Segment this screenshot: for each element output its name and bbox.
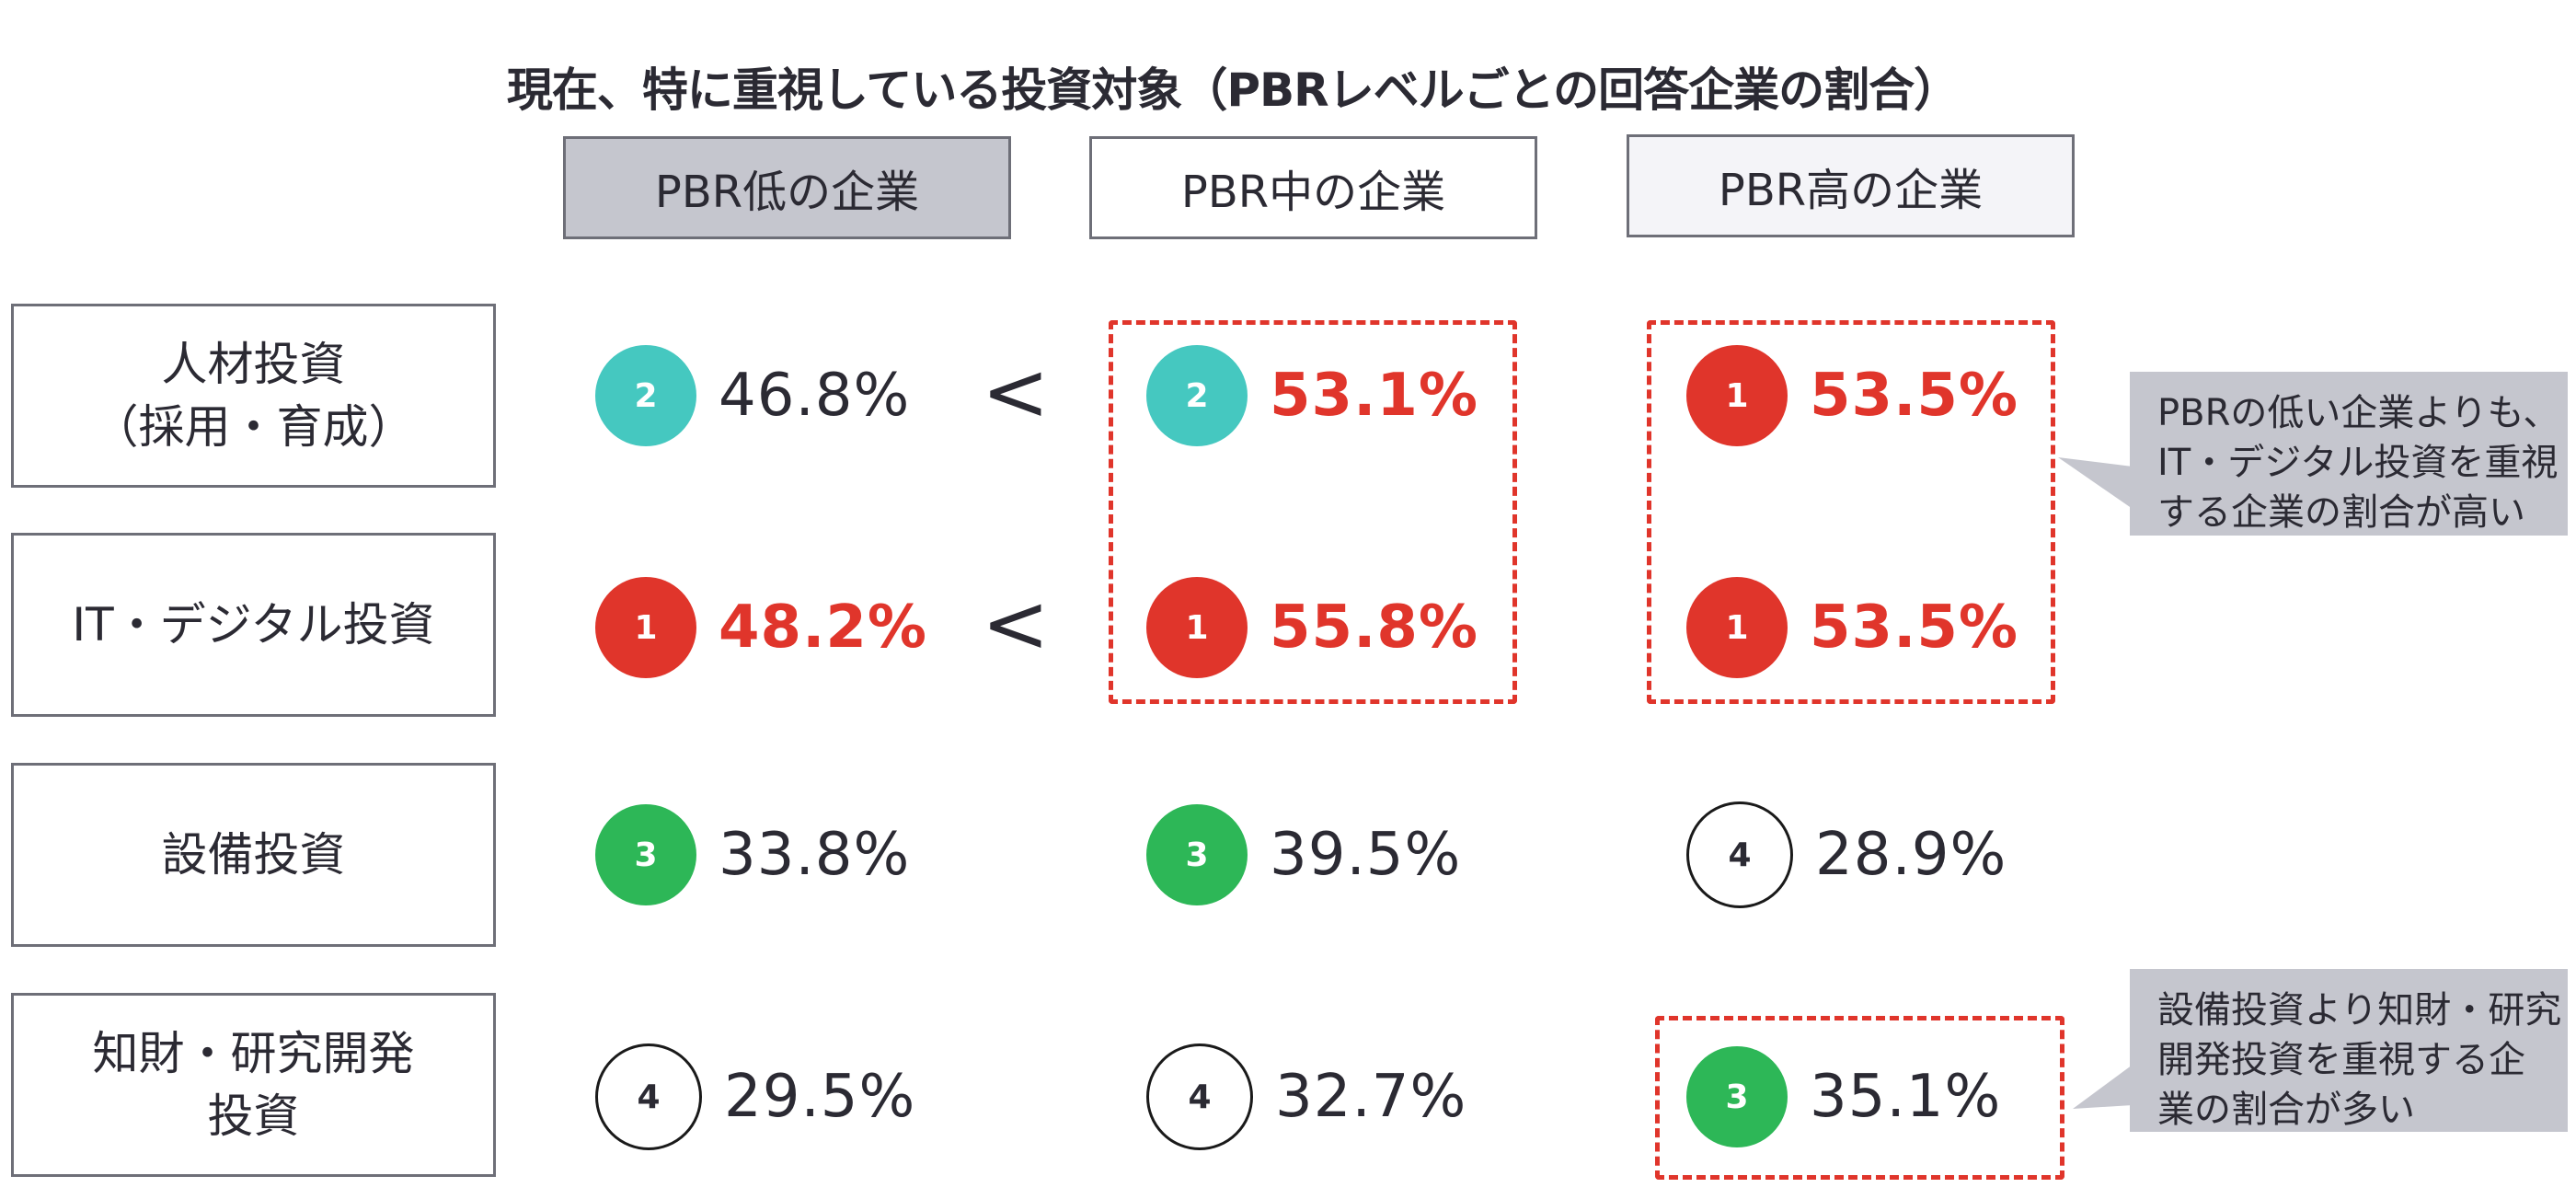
cell-it-low: 1 48.2% [595, 576, 927, 679]
percentage-value: 46.8% [719, 362, 911, 430]
callout-line: 開発投資を重視する企 [2157, 1039, 2525, 1081]
column-header-pbr-mid: PBR中の企業 [1089, 136, 1537, 239]
rank-badge: 4 [1686, 801, 1793, 908]
cell-human-mid: 2 53.1% [1146, 344, 1478, 447]
cell-equipment-high: 4 28.9% [1686, 801, 2007, 908]
less-than-symbol: < [982, 344, 1050, 439]
callout-line: PBRの低い企業よりも、 [2157, 392, 2560, 434]
row-label-line: 知財・研究開発 [92, 1027, 415, 1080]
rank-badge: 3 [595, 804, 696, 905]
cell-it-mid: 1 55.8% [1146, 576, 1478, 679]
percentage-value: 32.7% [1275, 1063, 1467, 1131]
highlight-box-high-top [1647, 320, 2055, 704]
highlight-box-high-bottom [1655, 1016, 2064, 1180]
rank-badge: 1 [1146, 577, 1248, 678]
rank-badge: 2 [595, 345, 696, 446]
rank-badge: 3 [1146, 804, 1248, 905]
cell-human-high: 1 53.5% [1686, 344, 2018, 447]
rank-badge: 4 [1146, 1043, 1253, 1150]
row-label-line: 人材投資 [161, 338, 346, 391]
percentage-value: 39.5% [1270, 821, 1462, 889]
percentage-value: 48.2% [719, 594, 928, 662]
callout-line: IT・デジタル投資を重視 [2157, 442, 2559, 484]
rank-badge: 1 [595, 577, 696, 678]
cell-human-low: 2 46.8% [595, 344, 910, 447]
rank-badge: 2 [1146, 345, 1248, 446]
rank-badge: 1 [1686, 345, 1788, 446]
row-label-human-capital: 人材投資 （採用・育成） [11, 304, 496, 488]
callout-ip-rnd: 設備投資より知財・研究 開発投資を重視する企 業の割合が多い [2130, 969, 2568, 1132]
percentage-value: 29.5% [724, 1063, 916, 1131]
percentage-value: 55.8% [1270, 594, 1479, 662]
rank-badge: 1 [1686, 577, 1788, 678]
cell-equipment-low: 3 33.8% [595, 803, 910, 906]
percentage-value: 53.1% [1270, 362, 1479, 430]
cell-ip-rnd-high: 3 35.1% [1686, 1045, 2001, 1148]
percentage-value: 53.5% [1810, 594, 2019, 662]
rank-badge: 4 [595, 1043, 702, 1150]
percentage-value: 33.8% [719, 821, 911, 889]
callout-it-digital: PBRの低い企業よりも、 IT・デジタル投資を重視 する企業の割合が高い [2130, 372, 2568, 536]
column-header-pbr-low: PBR低の企業 [563, 136, 1011, 239]
chart-title: 現在、特に重視している投資対象（PBRレベルごとの回答企業の割合） [506, 63, 1960, 117]
row-label-equipment: 設備投資 [11, 763, 496, 947]
percentage-value: 35.1% [1810, 1063, 2002, 1131]
callout-line: する企業の割合が高い [2157, 491, 2525, 534]
callout-line: 業の割合が多い [2157, 1089, 2415, 1131]
callout-line: 設備投資より知財・研究 [2157, 989, 2562, 1032]
row-label-ip-rnd: 知財・研究開発 投資 [11, 993, 496, 1177]
row-label-line: （採用・育成） [92, 400, 415, 454]
cell-equipment-mid: 3 39.5% [1146, 803, 1461, 906]
cell-it-high: 1 53.5% [1686, 576, 2018, 679]
highlight-box-mid-top [1109, 320, 1517, 704]
percentage-value: 28.9% [1815, 821, 2007, 889]
cell-ip-rnd-mid: 4 32.7% [1146, 1043, 1467, 1150]
cell-ip-rnd-low: 4 29.5% [595, 1043, 916, 1150]
percentage-value: 53.5% [1810, 362, 2019, 430]
row-label-it-digital: IT・デジタル投資 [11, 533, 496, 717]
row-label-line: 投資 [207, 1089, 300, 1143]
column-header-pbr-high: PBR高の企業 [1627, 134, 2075, 237]
less-than-symbol: < [982, 576, 1050, 671]
rank-badge: 3 [1686, 1046, 1788, 1147]
row-label-line: 設備投資 [161, 828, 346, 882]
row-label-line: IT・デジタル投資 [72, 598, 435, 651]
